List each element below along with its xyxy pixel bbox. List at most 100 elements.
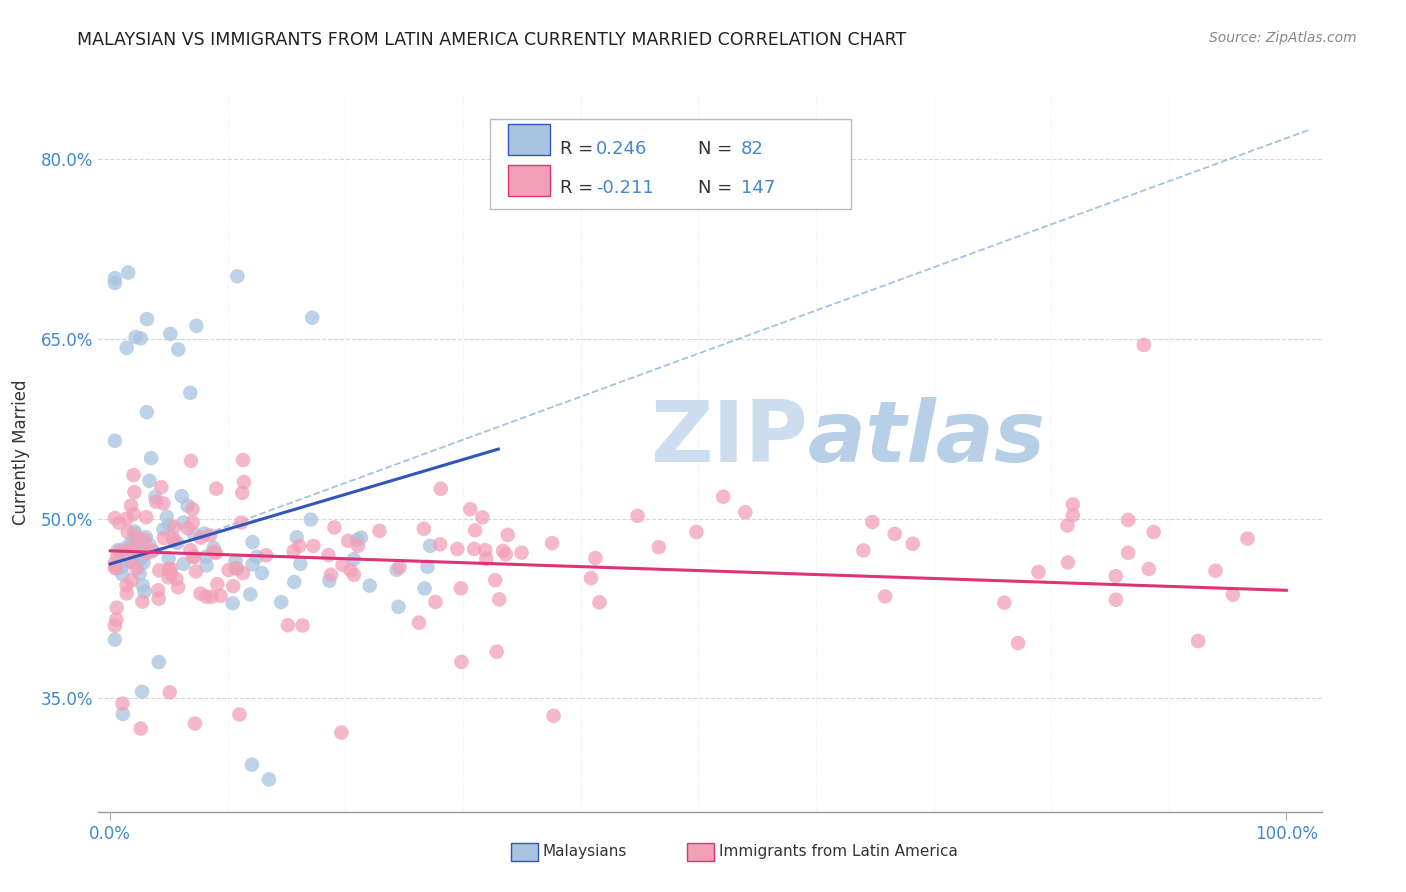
Point [117,524,139,539]
Text: 0.246: 0.246 [596,140,648,158]
Point [195,549,218,564]
Point [104,434,127,448]
Point [1062,508,1084,523]
Point [485,645,508,659]
Point [1116,513,1139,527]
Point [193,526,215,541]
Point [104,618,127,632]
Point [225,554,247,568]
Point [332,558,354,572]
Point [1056,518,1078,533]
Point [136,312,159,326]
Point [135,405,157,419]
Point [222,579,245,593]
Point [180,454,202,468]
Point [585,551,607,566]
Point [115,586,138,600]
Point [167,343,190,357]
Point [167,580,190,594]
Point [148,655,170,669]
Point [1133,338,1156,352]
Point [209,589,232,603]
Point [163,534,186,549]
Point [104,561,127,575]
Point [270,595,292,609]
Point [128,566,150,581]
Point [346,533,368,547]
Point [181,502,204,516]
Point [122,541,145,556]
Point [318,574,340,588]
Point [172,557,194,571]
Point [496,528,519,542]
Point [250,566,273,580]
Point [288,539,311,553]
Point [143,490,166,504]
Point [458,502,481,516]
Point [145,495,167,509]
Point [104,271,127,285]
Point [180,543,202,558]
Point [104,556,127,570]
Point [685,524,707,539]
Point [201,590,224,604]
Point [148,563,170,577]
Point [993,596,1015,610]
Point [416,560,439,574]
Point [225,561,247,575]
Point [488,592,510,607]
Point [385,563,408,577]
Point [471,510,494,524]
Point [134,533,156,547]
Point [343,552,366,566]
Point [159,685,181,699]
Point [232,453,254,467]
Point [159,326,181,341]
Point [711,490,734,504]
Point [347,539,370,553]
Point [291,618,314,632]
Point [484,573,506,587]
Point [339,563,361,577]
Point [157,518,180,533]
Point [290,557,312,571]
Point [131,594,153,608]
Point [283,544,305,558]
Point [122,507,145,521]
Text: MALAYSIAN VS IMMIGRANTS FROM LATIN AMERICA CURRENTLY MARRIED CORRELATION CHART: MALAYSIAN VS IMMIGRANTS FROM LATIN AMERI… [77,31,907,49]
Point [492,543,515,558]
Point [117,266,139,280]
Point [588,595,610,609]
Point [104,276,127,290]
Point [105,613,128,627]
Point [1236,532,1258,546]
Point [299,512,322,526]
Point [131,549,153,564]
Point [242,535,264,549]
Point [141,543,163,558]
Point [1007,636,1029,650]
Text: atlas: atlas [808,397,1046,480]
Point [186,318,208,333]
Point [337,533,360,548]
Point [579,571,602,585]
Point [170,489,193,503]
Point [246,549,269,564]
Point [207,577,229,591]
Point [450,582,472,596]
Point [127,541,149,555]
Point [166,572,188,586]
Point [124,530,146,544]
Point [127,530,149,544]
Point [121,556,143,570]
Point [115,512,138,526]
Point [343,567,366,582]
Point [131,684,153,698]
Text: Malaysians: Malaysians [543,844,627,859]
Point [239,587,262,601]
Point [408,615,430,630]
Point [450,655,472,669]
Point [1204,564,1226,578]
Point [1137,562,1160,576]
Point [231,516,253,530]
